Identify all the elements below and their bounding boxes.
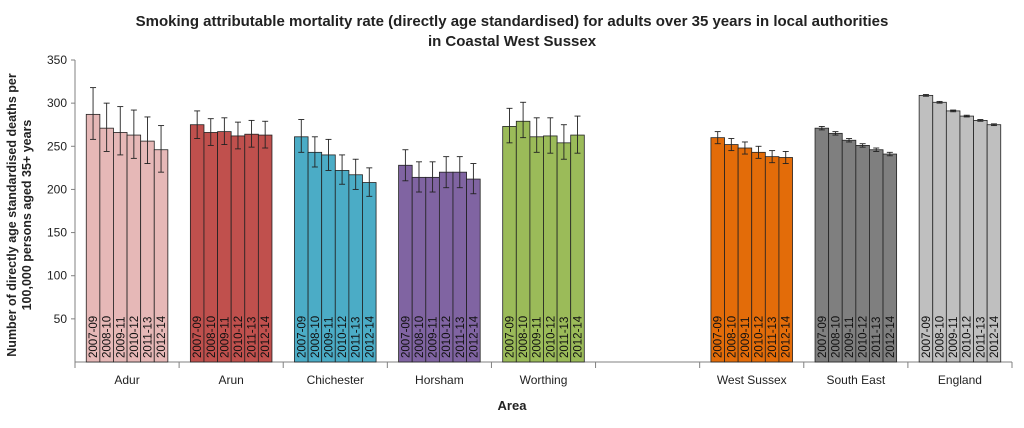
y-tick-label: 250 [47,139,67,153]
bar-period-label: 2008-10 [518,316,530,358]
x-category-label: Chichester [307,373,364,387]
bar-period-label: 2008-10 [310,316,322,358]
bar-period-label: 2011-13 [559,317,571,358]
y-axis-label: Number of directly age standardised deat… [2,60,38,370]
bar-period-label: 2011-13 [767,317,779,358]
bar-period-label: 2007-09 [505,316,517,358]
bar-period-label: 2012-14 [156,315,168,358]
x-category-label: England [938,373,982,387]
bar-period-label: 2007-09 [88,316,100,358]
y-tick-label: 100 [47,269,67,283]
bar-period-label: 2011-13 [871,317,883,358]
x-category-label: West Sussex [717,373,787,387]
bar-period-label: 2008-10 [726,316,738,358]
bar-period-label: 2008-10 [414,316,426,358]
bar-period-label: 2011-13 [142,317,154,358]
bar-period-label: 2010-12 [441,316,453,358]
x-category-label: Arun [218,373,243,387]
y-tick-label: 50 [54,312,68,326]
bar-period-label: 2012-14 [260,315,272,358]
bar-period-label: 2008-10 [102,316,114,358]
bar-period-label: 2007-09 [296,316,308,358]
bar-period-label: 2007-09 [192,316,204,358]
bar-period-label: 2009-11 [740,317,752,358]
bar-period-label: 2010-12 [545,316,557,358]
x-category-label: Worthing [520,373,568,387]
bar-period-label: 2012-14 [885,315,897,358]
bar-period-label: 2010-12 [129,316,141,358]
bar-period-label: 2012-14 [573,315,585,358]
x-category-label: South East [826,373,885,387]
y-axis-label-line-1: Number of directly age standardised deat… [5,73,19,357]
bar-period-label: 2009-11 [844,317,856,358]
chart-title: Smoking attributable mortality rate (dir… [0,12,1024,52]
bar-period-label: 2007-09 [713,316,725,358]
bar-period-label: 2010-12 [337,316,349,358]
bar-period-label: 2009-11 [115,317,127,358]
x-category-label: Horsham [415,373,464,387]
bar-period-label: 2009-11 [323,317,335,358]
bar-period-label: 2009-11 [219,317,231,358]
y-tick-label: 200 [47,182,67,196]
y-axis-label-line-2: 100,000 persons aged 35+ years [20,119,34,311]
x-category-label: Adur [114,373,139,387]
bar-period-label: 2010-12 [754,316,766,358]
chart-title-line-2: in Coastal West Sussex [427,33,597,50]
bar-period-label: 2012-14 [781,315,793,358]
chart-title-line-1: Smoking attributable mortality rate (dir… [135,13,889,30]
y-tick-label: 350 [47,53,67,67]
bar-period-label: 2011-13 [455,317,467,358]
bar-period-label: 2010-12 [858,316,870,358]
bar-period-label: 2007-09 [921,316,933,358]
bar-period-label: 2007-09 [400,316,412,358]
bar-period-label: 2012-14 [989,315,1001,358]
bar-period-label: 2007-09 [817,316,829,358]
bar-period-label: 2010-12 [233,316,245,358]
bar-period-label: 2008-10 [830,316,842,358]
bar-period-label: 2012-14 [468,315,480,358]
bar-period-label: 2012-14 [364,315,376,358]
bar-period-label: 2009-11 [948,317,960,358]
bar-period-label: 2009-11 [428,317,440,358]
bar-period-label: 2011-13 [975,317,987,358]
bar-period-label: 2008-10 [935,316,947,358]
bar-period-label: 2011-13 [247,317,259,358]
bar-period-label: 2010-12 [962,316,974,358]
bar-period-label: 2011-13 [351,317,363,358]
bar-period-label: 2009-11 [532,317,544,358]
y-tick-label: 150 [47,226,67,240]
x-axis-label: Area [497,398,527,413]
y-tick-label: 300 [47,96,67,110]
bar-period-label: 2008-10 [206,316,218,358]
